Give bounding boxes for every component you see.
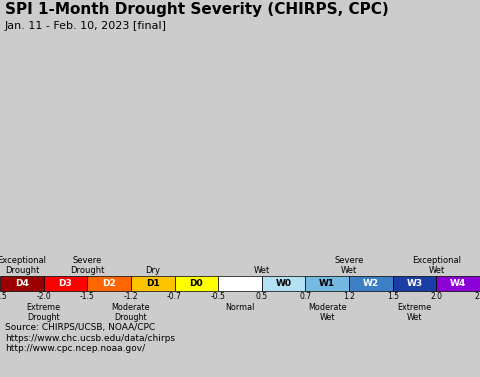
- Text: 1.2: 1.2: [343, 292, 355, 301]
- Text: Wet: Wet: [254, 266, 270, 275]
- Text: SPI 1-Month Drought Severity (CHIRPS, CPC): SPI 1-Month Drought Severity (CHIRPS, CP…: [5, 2, 388, 17]
- Text: 1.5: 1.5: [387, 292, 399, 301]
- Text: D2: D2: [102, 279, 116, 288]
- Text: Severe
Wet: Severe Wet: [335, 256, 364, 275]
- Text: -1.5: -1.5: [80, 292, 95, 301]
- Text: W2: W2: [363, 279, 379, 288]
- Text: -1.2: -1.2: [123, 292, 138, 301]
- Text: -0.7: -0.7: [167, 292, 182, 301]
- Text: Exceptional
Drought: Exceptional Drought: [0, 256, 46, 275]
- Text: Source: CHIRPS/UCSB, NOAA/CPC
https://www.chc.ucsb.edu/data/chirps
http://www.cp: Source: CHIRPS/UCSB, NOAA/CPC https://ww…: [5, 323, 175, 353]
- Text: Extreme
Drought: Extreme Drought: [26, 303, 60, 322]
- Bar: [44, 276, 87, 291]
- Bar: [436, 276, 480, 291]
- Text: D3: D3: [59, 279, 72, 288]
- Text: -2.0: -2.0: [36, 292, 51, 301]
- Text: Severe
Drought: Severe Drought: [70, 256, 105, 275]
- Text: Extreme
Wet: Extreme Wet: [397, 303, 432, 322]
- Text: D1: D1: [146, 279, 160, 288]
- Bar: [87, 276, 131, 291]
- Text: -2.5: -2.5: [0, 292, 7, 301]
- Text: Moderate
Wet: Moderate Wet: [308, 303, 347, 322]
- Bar: [262, 276, 305, 291]
- Text: Normal: Normal: [225, 303, 255, 312]
- Bar: [305, 276, 349, 291]
- Bar: [393, 276, 436, 291]
- Text: 0.5: 0.5: [256, 292, 268, 301]
- Bar: [349, 276, 393, 291]
- Text: 2.0: 2.0: [431, 292, 443, 301]
- Text: W1: W1: [319, 279, 336, 288]
- Text: 0.7: 0.7: [300, 292, 312, 301]
- Text: W0: W0: [276, 279, 292, 288]
- Bar: [175, 276, 218, 291]
- Text: Dry: Dry: [145, 266, 160, 275]
- Bar: [131, 276, 175, 291]
- Bar: [218, 276, 262, 291]
- Text: Jan. 11 - Feb. 10, 2023 [final]: Jan. 11 - Feb. 10, 2023 [final]: [5, 21, 167, 31]
- Text: D4: D4: [15, 279, 29, 288]
- Bar: [0, 276, 44, 291]
- Text: D0: D0: [190, 279, 203, 288]
- Text: Exceptional
Wet: Exceptional Wet: [412, 256, 461, 275]
- Text: Moderate
Drought: Moderate Drought: [112, 303, 150, 322]
- Text: W4: W4: [450, 279, 466, 288]
- Text: W3: W3: [407, 279, 422, 288]
- Text: 2.5: 2.5: [474, 292, 480, 301]
- Text: -0.5: -0.5: [211, 292, 226, 301]
